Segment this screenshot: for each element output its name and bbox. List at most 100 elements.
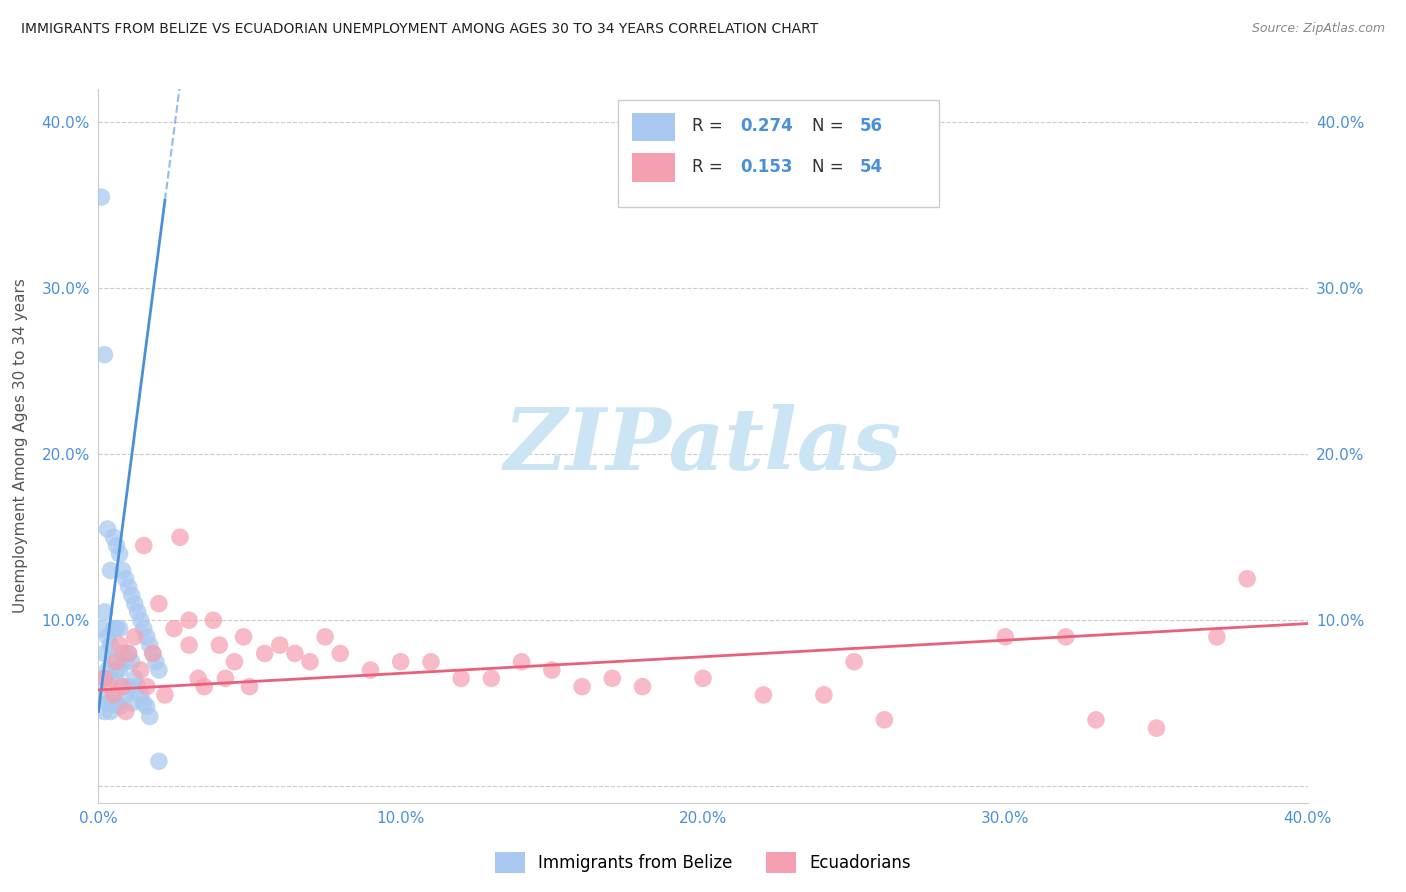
Point	[93, 348, 115, 362]
Point	[93, 705, 115, 719]
Point	[96, 522, 118, 536]
Text: 0.274: 0.274	[741, 118, 793, 136]
Point	[510, 655, 533, 669]
Point	[100, 564, 122, 578]
Point	[187, 671, 209, 685]
Point	[135, 699, 157, 714]
Point	[96, 630, 118, 644]
Point	[481, 671, 503, 685]
Point	[1236, 572, 1258, 586]
Point	[111, 680, 134, 694]
Point	[105, 622, 128, 636]
Point	[114, 688, 136, 702]
Point	[108, 622, 131, 636]
Point	[105, 696, 128, 710]
Point	[108, 638, 131, 652]
Point	[450, 671, 472, 685]
Point	[100, 705, 122, 719]
Point	[232, 630, 254, 644]
Point	[1054, 630, 1077, 644]
Point	[118, 647, 141, 661]
Text: 56: 56	[860, 118, 883, 136]
Text: N =: N =	[811, 158, 849, 176]
Point	[103, 655, 125, 669]
Point	[163, 622, 186, 636]
Point	[329, 647, 352, 661]
Point	[129, 613, 152, 627]
Point	[752, 688, 775, 702]
Point	[169, 530, 191, 544]
Point	[571, 680, 593, 694]
Point	[873, 713, 896, 727]
Point	[129, 663, 152, 677]
Point	[111, 564, 134, 578]
Point	[1085, 713, 1108, 727]
Point	[114, 705, 136, 719]
Point	[148, 597, 170, 611]
Point	[114, 655, 136, 669]
Point	[118, 680, 141, 694]
Point	[93, 605, 115, 619]
Point	[132, 696, 155, 710]
Point	[142, 647, 165, 661]
Point	[96, 696, 118, 710]
Point	[193, 680, 215, 694]
Text: R =: R =	[692, 158, 728, 176]
FancyBboxPatch shape	[619, 100, 939, 207]
Point	[214, 671, 236, 685]
Point	[224, 655, 246, 669]
Point	[103, 688, 125, 702]
Point	[284, 647, 307, 661]
Point	[153, 688, 176, 702]
Point	[93, 671, 115, 685]
Point	[540, 663, 562, 677]
Point	[179, 638, 201, 652]
Point	[121, 588, 143, 602]
Point	[145, 655, 167, 669]
Point	[148, 754, 170, 768]
Point	[114, 572, 136, 586]
Text: R =: R =	[692, 118, 728, 136]
Point	[124, 630, 146, 644]
Text: Source: ZipAtlas.com: Source: ZipAtlas.com	[1251, 22, 1385, 36]
Point	[90, 190, 112, 204]
Point	[111, 680, 134, 694]
FancyBboxPatch shape	[631, 112, 675, 141]
Point	[127, 680, 149, 694]
Point	[103, 696, 125, 710]
Point	[127, 605, 149, 619]
Point	[96, 663, 118, 677]
Point	[179, 613, 201, 627]
Point	[142, 647, 165, 661]
Point	[813, 688, 835, 702]
Point	[844, 655, 866, 669]
Point	[93, 671, 115, 685]
Point	[105, 539, 128, 553]
Point	[1144, 721, 1167, 735]
Point	[132, 622, 155, 636]
Point	[105, 663, 128, 677]
Point	[360, 663, 382, 677]
Point	[90, 688, 112, 702]
Point	[208, 638, 231, 652]
Point	[118, 647, 141, 661]
Text: 0.153: 0.153	[741, 158, 793, 176]
Text: 54: 54	[860, 158, 883, 176]
Point	[90, 622, 112, 636]
Point	[121, 655, 143, 669]
Point	[100, 671, 122, 685]
Point	[118, 580, 141, 594]
Point	[420, 655, 443, 669]
Point	[93, 647, 115, 661]
Point	[692, 671, 714, 685]
Point	[139, 638, 162, 652]
Point	[135, 680, 157, 694]
Point	[124, 671, 146, 685]
Point	[108, 699, 131, 714]
Point	[129, 688, 152, 702]
Point	[202, 613, 225, 627]
Point	[602, 671, 624, 685]
Text: N =: N =	[811, 118, 849, 136]
Y-axis label: Unemployment Among Ages 30 to 34 years: Unemployment Among Ages 30 to 34 years	[13, 278, 28, 614]
Point	[1206, 630, 1229, 644]
